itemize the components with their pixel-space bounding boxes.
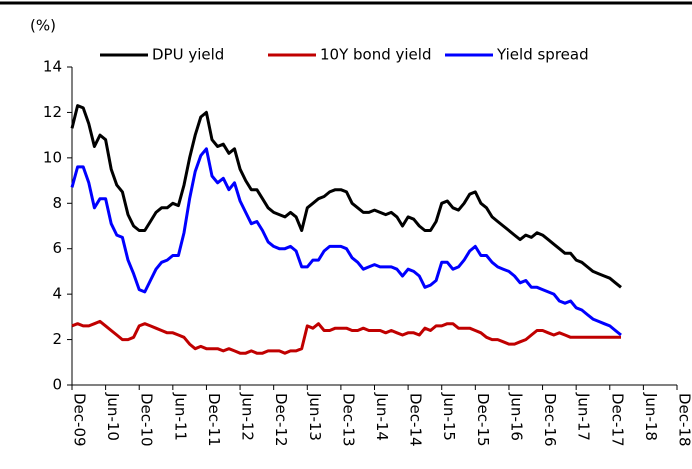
y-tick-label: 2 — [52, 330, 62, 348]
y-axis-label: (%) — [30, 17, 56, 35]
y-tick-label: 4 — [52, 285, 62, 303]
x-tick-label: Jun-12 — [239, 392, 257, 441]
x-tick-label: Jun-17 — [575, 392, 593, 441]
legend-label: DPU yield — [152, 46, 224, 64]
x-tick-label: Dec-12 — [272, 393, 290, 447]
legend-label: 10Y bond yield — [320, 46, 431, 64]
x-tick-label: Jun-10 — [104, 392, 122, 441]
y-tick-label: 8 — [52, 194, 62, 212]
x-tick-label: Jun-15 — [440, 392, 458, 441]
y-tick-label: 0 — [52, 376, 62, 394]
x-tick-label: Dec-17 — [608, 393, 626, 447]
x-tick-label: Dec-10 — [138, 393, 156, 447]
x-tick-label: Jun-11 — [171, 392, 189, 441]
x-tick-label: Jun-14 — [373, 392, 391, 441]
x-tick-label: Dec-14 — [407, 393, 425, 447]
x-tick-label: Dec-16 — [541, 393, 559, 447]
x-tick-label: Jun-18 — [642, 392, 660, 441]
series-line — [70, 104, 622, 289]
x-tick-label: Dec-15 — [474, 393, 492, 447]
x-tick-label: Dec-09 — [71, 393, 89, 447]
x-tick-label: Dec-18 — [676, 393, 692, 447]
x-tick-label: Jun-16 — [507, 392, 525, 441]
y-tick-label: 10 — [43, 148, 62, 166]
series-line — [71, 319, 621, 355]
y-tick-label: 14 — [43, 58, 62, 76]
x-tick-label: Dec-13 — [339, 393, 357, 447]
x-tick-label: Dec-11 — [205, 393, 223, 447]
y-tick-label: 12 — [43, 103, 62, 121]
legend-label: Yield spread — [496, 46, 589, 64]
series-line — [70, 147, 622, 337]
x-tick-label: Jun-13 — [306, 392, 324, 441]
y-tick-label: 6 — [52, 239, 62, 257]
